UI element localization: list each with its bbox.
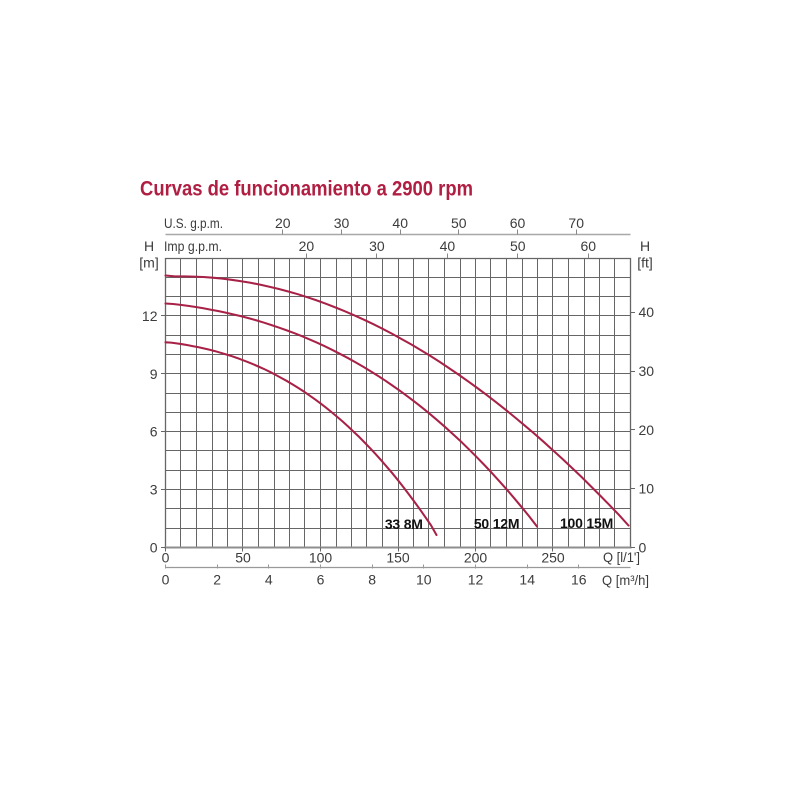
svg-text:60: 60 <box>510 215 526 231</box>
svg-text:150: 150 <box>386 550 410 566</box>
svg-text:30: 30 <box>334 215 350 231</box>
svg-text:12: 12 <box>468 572 484 588</box>
svg-text:9: 9 <box>150 366 158 382</box>
svg-text:100: 100 <box>309 550 333 566</box>
svg-text:[m]: [m] <box>139 255 158 271</box>
svg-text:33 8M: 33 8M <box>385 516 423 532</box>
svg-text:0: 0 <box>162 572 170 588</box>
svg-text:12: 12 <box>142 308 158 324</box>
svg-text:50: 50 <box>510 238 526 254</box>
svg-text:Imp g.p.m.: Imp g.p.m. <box>164 238 222 254</box>
svg-text:H: H <box>640 238 650 254</box>
svg-text:6: 6 <box>317 572 325 588</box>
svg-text:H: H <box>144 238 154 254</box>
svg-text:50: 50 <box>235 550 251 566</box>
svg-text:14: 14 <box>519 572 535 588</box>
svg-text:8: 8 <box>368 572 376 588</box>
svg-text:20: 20 <box>639 422 655 438</box>
svg-text:Q [l/1']: Q [l/1'] <box>603 549 640 565</box>
svg-text:40: 40 <box>440 238 456 254</box>
svg-text:U.S. g.p.m.: U.S. g.p.m. <box>164 215 223 231</box>
svg-text:100 15M: 100 15M <box>560 515 613 531</box>
svg-text:4: 4 <box>265 572 273 588</box>
svg-text:Curvas de funcionamiento a 290: Curvas de funcionamiento a 2900 rpm <box>140 176 473 200</box>
svg-text:40: 40 <box>639 304 655 320</box>
svg-text:40: 40 <box>392 215 408 231</box>
svg-text:[ft]: [ft] <box>637 255 653 271</box>
svg-text:30: 30 <box>369 238 385 254</box>
svg-text:200: 200 <box>464 550 488 566</box>
svg-text:2: 2 <box>213 572 221 588</box>
svg-text:60: 60 <box>581 238 597 254</box>
svg-text:0: 0 <box>162 550 170 566</box>
svg-text:20: 20 <box>299 238 315 254</box>
svg-text:Q [m³/h]: Q [m³/h] <box>602 572 649 588</box>
svg-text:10: 10 <box>639 481 655 497</box>
svg-text:0: 0 <box>639 540 647 556</box>
svg-text:6: 6 <box>150 424 158 440</box>
svg-text:50: 50 <box>451 215 467 231</box>
svg-text:20: 20 <box>275 215 291 231</box>
svg-text:10: 10 <box>416 572 432 588</box>
svg-text:250: 250 <box>541 550 565 566</box>
svg-text:30: 30 <box>639 363 655 379</box>
svg-text:3: 3 <box>150 482 158 498</box>
svg-text:50 12M: 50 12M <box>474 516 520 532</box>
svg-text:0: 0 <box>150 540 158 556</box>
svg-text:16: 16 <box>571 572 587 588</box>
svg-text:70: 70 <box>568 215 584 231</box>
